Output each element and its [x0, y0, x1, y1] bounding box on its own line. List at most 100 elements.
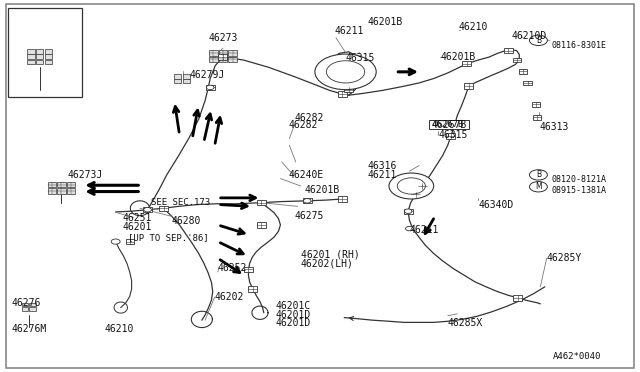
Text: 46201: 46201 — [122, 222, 152, 232]
Text: B: B — [536, 170, 541, 179]
Circle shape — [144, 208, 152, 212]
Bar — [47, 182, 56, 187]
Text: 46240E: 46240E — [288, 170, 323, 180]
Bar — [219, 50, 227, 56]
Text: 46315: 46315 — [438, 130, 467, 140]
Text: B: B — [536, 36, 541, 45]
Bar — [174, 74, 181, 78]
Text: 46285Y: 46285Y — [547, 253, 582, 263]
Text: 46282: 46282 — [288, 120, 317, 130]
Bar — [228, 57, 237, 62]
Bar — [418, 183, 427, 189]
Text: 46267B: 46267B — [431, 120, 463, 129]
Circle shape — [397, 178, 426, 194]
Bar — [504, 48, 513, 53]
Bar — [182, 79, 189, 83]
Text: 46201 (RH): 46201 (RH) — [301, 250, 360, 260]
Text: 46313: 46313 — [539, 122, 568, 132]
Text: 08116-8301E: 08116-8301E — [551, 41, 606, 50]
Bar — [218, 54, 227, 60]
Text: 46210: 46210 — [459, 22, 488, 32]
Text: 46276M: 46276M — [12, 324, 47, 334]
Circle shape — [529, 182, 547, 192]
Circle shape — [326, 61, 365, 83]
Text: 46202: 46202 — [214, 292, 244, 302]
Bar — [257, 200, 266, 205]
Bar — [532, 102, 540, 107]
Text: 46316: 46316 — [368, 161, 397, 171]
Bar — [257, 222, 266, 228]
Bar — [174, 79, 181, 83]
Text: 46201B: 46201B — [440, 52, 476, 62]
Text: 46201B: 46201B — [304, 185, 339, 195]
Text: 46279J: 46279J — [189, 70, 225, 80]
Bar — [209, 57, 218, 62]
Text: 08915-1381A: 08915-1381A — [551, 186, 606, 195]
Bar — [36, 49, 44, 54]
Text: 46275: 46275 — [294, 211, 324, 221]
Circle shape — [529, 35, 547, 45]
Bar — [248, 286, 257, 292]
Bar — [228, 50, 237, 56]
Bar — [447, 134, 456, 138]
Bar — [57, 182, 65, 187]
Bar — [209, 50, 218, 56]
Text: 08120-8121A: 08120-8121A — [551, 175, 606, 184]
Bar — [47, 188, 56, 194]
Text: 46282: 46282 — [294, 113, 324, 123]
Text: 46315: 46315 — [346, 53, 375, 63]
Text: 46267B: 46267B — [431, 120, 467, 130]
Bar — [404, 209, 413, 214]
Bar — [463, 61, 471, 66]
Text: 46210: 46210 — [104, 324, 134, 334]
Text: 46202(LH): 46202(LH) — [301, 258, 354, 268]
Text: [UP TO SEP.'86]: [UP TO SEP.'86] — [129, 233, 209, 243]
Bar — [465, 83, 473, 89]
Bar — [36, 54, 44, 59]
Bar — [57, 188, 65, 194]
Bar — [303, 198, 312, 203]
Bar — [412, 192, 420, 197]
Circle shape — [111, 239, 120, 244]
Bar — [338, 196, 347, 202]
Bar — [519, 69, 527, 74]
Text: 46280: 46280 — [172, 216, 201, 226]
Bar — [22, 307, 28, 311]
Circle shape — [404, 209, 412, 214]
Text: 46201C: 46201C — [275, 301, 310, 311]
Bar — [8, 8, 82, 97]
FancyBboxPatch shape — [429, 120, 469, 129]
Text: 46211: 46211 — [334, 26, 364, 36]
Bar — [67, 188, 75, 194]
Bar — [45, 49, 52, 54]
Text: M: M — [535, 182, 541, 191]
Bar — [182, 74, 189, 78]
Text: 46251: 46251 — [122, 212, 152, 222]
Text: 46201D: 46201D — [275, 310, 310, 320]
Bar — [533, 115, 541, 120]
Bar — [143, 207, 152, 212]
Text: SEE SEC.173: SEE SEC.173 — [151, 198, 210, 207]
Text: A462*0040: A462*0040 — [552, 352, 601, 361]
Bar — [344, 87, 353, 92]
Circle shape — [389, 173, 434, 199]
Circle shape — [206, 85, 214, 90]
Bar — [513, 58, 521, 62]
Bar — [126, 239, 134, 244]
Bar — [29, 307, 36, 311]
Text: 46276: 46276 — [12, 298, 41, 308]
Bar — [29, 303, 36, 307]
Circle shape — [303, 199, 311, 203]
Bar — [27, 54, 35, 59]
Text: 46201B: 46201B — [367, 17, 403, 27]
Text: 46211: 46211 — [410, 225, 439, 235]
Bar — [338, 92, 347, 97]
Circle shape — [315, 54, 376, 90]
Bar — [36, 60, 44, 64]
Bar — [524, 81, 532, 86]
Text: 46273: 46273 — [208, 33, 237, 43]
Bar — [45, 54, 52, 59]
Text: 46201D: 46201D — [275, 318, 310, 328]
Text: 46210D: 46210D — [511, 31, 547, 41]
Bar — [159, 206, 168, 211]
